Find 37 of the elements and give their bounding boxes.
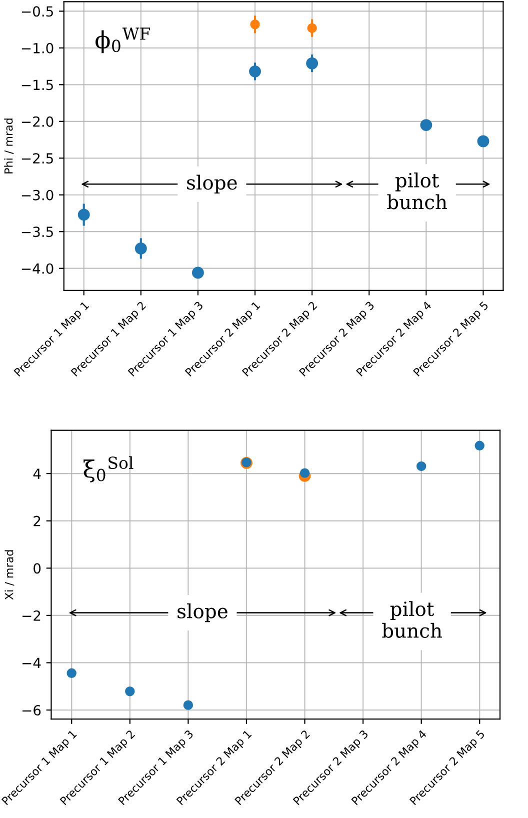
point	[474, 440, 484, 450]
annotation: slope	[178, 603, 228, 622]
y-tick-label: 4	[33, 468, 41, 479]
annotation: slope	[187, 174, 237, 194]
point	[416, 461, 426, 472]
point	[249, 65, 261, 78]
annotation: ϕ$_{0}$$^{WF}$	[96, 28, 150, 54]
y-tick-label: −1.5	[22, 80, 53, 90]
point	[250, 20, 260, 30]
annotation: ξ$_{0}$$^{Sol}$	[84, 456, 134, 482]
y-tick-label: −2.0	[22, 116, 54, 127]
y-tick-label: 2	[34, 516, 40, 526]
y-tick-label: −6	[22, 705, 41, 716]
point	[78, 208, 90, 221]
point	[192, 266, 204, 279]
y-tick-label: 0	[34, 563, 41, 574]
y-tick-label: −2	[22, 610, 40, 621]
y-axis-title: Xi / mrad	[4, 550, 14, 600]
point	[125, 686, 135, 696]
y-tick-label: −2.5	[22, 153, 53, 164]
annotation: pilot bunch	[387, 172, 447, 210]
point	[477, 135, 490, 148]
y-tick-label: −4	[22, 658, 41, 668]
point	[66, 668, 76, 678]
point	[306, 57, 318, 70]
y-axis-title: Phi / mrad	[4, 118, 14, 174]
y-tick-label: −0.5	[22, 6, 53, 17]
point	[134, 242, 147, 254]
y-tick-label: −3.0	[22, 190, 54, 200]
point	[183, 700, 194, 710]
point	[307, 23, 317, 33]
point	[420, 119, 432, 132]
point	[300, 468, 310, 478]
y-tick-label: −3.5	[22, 226, 53, 238]
y-tick-label: −1.0	[22, 42, 54, 54]
annotation: pilot bunch	[382, 601, 442, 638]
y-tick-label: −4.0	[22, 263, 54, 274]
